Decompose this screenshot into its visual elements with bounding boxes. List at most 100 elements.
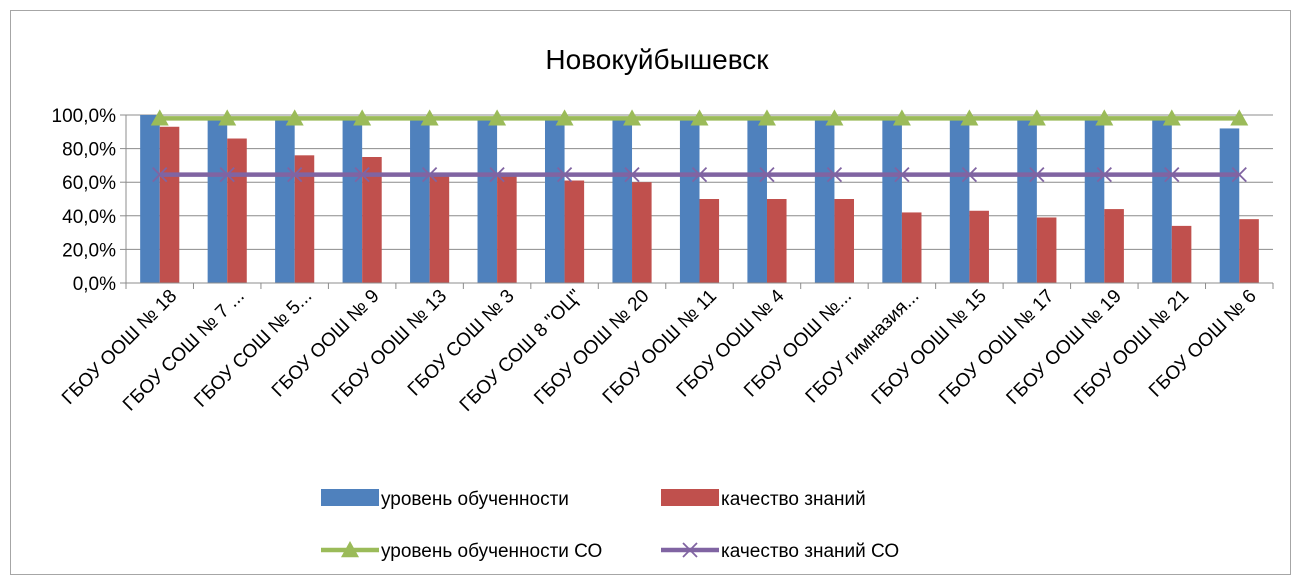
- category-label: ГБОУ гимназия...: [802, 286, 924, 408]
- bars: [140, 115, 1259, 283]
- marker-triangle: [1162, 109, 1181, 126]
- bar-level: [275, 118, 295, 283]
- category-label: ГБОУ ООШ № 21: [1070, 286, 1193, 409]
- marker-triangle: [623, 109, 642, 126]
- marker-triangle: [420, 109, 439, 126]
- category-label: ГБОУ ООШ № 20: [530, 286, 653, 409]
- category-label: ГБОУ ООШ № 17: [935, 286, 1058, 409]
- bar-quality: [159, 126, 180, 283]
- marker-triangle: [960, 109, 979, 126]
- marker-x: [489, 167, 505, 183]
- marker-x: [287, 167, 303, 183]
- category-label: ГБОУ ООШ № 18: [58, 286, 181, 409]
- legend-marker-x: [682, 542, 698, 558]
- chart-svg: Новокуйбышевск 0,0% 20,0% 40,0% 60,0% 80,0% 1…: [52, 44, 1274, 562]
- legend-swatch: [321, 489, 379, 506]
- legend-item: качество знаний СО: [661, 541, 899, 562]
- marker-x: [1029, 167, 1045, 183]
- bar-quality: [564, 180, 585, 283]
- category-label: ГБОУ ООШ № 19: [1003, 286, 1126, 409]
- bar-level: [1219, 128, 1240, 283]
- bar-level: [679, 120, 700, 283]
- marker-triangle: [1095, 109, 1114, 126]
- marker-x: [759, 167, 775, 183]
- category-label: ГБОУ СОШ № 7 ...: [119, 286, 249, 416]
- bar-quality: [227, 138, 247, 283]
- bar-level: [342, 118, 363, 283]
- chart-title: Новокуйбышевск: [545, 44, 769, 75]
- bar-level: [207, 118, 228, 283]
- legend-label: уровень обученности: [381, 489, 569, 510]
- bar-quality: [901, 212, 922, 283]
- legend-item: уровень обученности: [321, 489, 569, 510]
- bar-quality: [1171, 225, 1192, 283]
- marker-triangle: [757, 109, 776, 126]
- legend-item: уровень обученности СО: [321, 541, 602, 562]
- marker-x: [961, 167, 978, 183]
- y-tick-label: 60,0%: [62, 173, 116, 194]
- bar-quality: [632, 182, 652, 283]
- marker-x: [354, 167, 370, 183]
- marker-x: [826, 167, 843, 183]
- marker-triangle: [1230, 109, 1249, 126]
- y-tick-label: 20,0%: [62, 240, 116, 261]
- y-tick-label: 80,0%: [62, 140, 116, 161]
- marker-triangle: [150, 109, 169, 126]
- bar-quality: [294, 155, 315, 283]
- bar-level: [1152, 120, 1172, 283]
- bar-level: [1084, 120, 1105, 283]
- bar-quality: [1104, 209, 1124, 283]
- legend-label: уровень обученности СО: [381, 541, 602, 562]
- marker-triangle: [353, 109, 372, 126]
- y-tick-label: 0,0%: [73, 274, 116, 295]
- marker-x: [219, 167, 235, 183]
- bar-level: [612, 120, 633, 283]
- bar-level: [814, 120, 835, 283]
- marker-triangle: [825, 109, 844, 126]
- bar-quality: [1036, 217, 1057, 283]
- chart-area: Новокуйбышевск 0,0% 20,0% 40,0% 60,0% 80,0% 1…: [10, 10, 1291, 575]
- marker-triangle: [218, 109, 237, 126]
- marker-x: [894, 167, 910, 183]
- marker-x: [624, 167, 640, 183]
- bar-level: [477, 118, 498, 283]
- marker-x: [1231, 167, 1247, 183]
- marker-triangle: [488, 109, 507, 126]
- bar-level: [544, 118, 565, 283]
- marker-triangle: [285, 109, 304, 126]
- bar-level: [140, 115, 160, 283]
- bar-quality: [969, 210, 989, 283]
- legend-label: качество знаний СО: [721, 541, 899, 562]
- bar-quality: [1239, 219, 1259, 283]
- bar-quality: [766, 199, 787, 283]
- legend: уровень обученности качество знаний уровен…: [321, 489, 899, 562]
- marker-x: [556, 167, 573, 183]
- category-label: ГБОУ СОШ 8 "ОЦ": [456, 286, 586, 416]
- marker-x: [691, 167, 708, 183]
- legend-swatch: [661, 489, 719, 506]
- legend-label: качество знаний: [721, 489, 866, 510]
- category-label: ГБОУ ООШ № 15: [868, 286, 991, 409]
- bar-level: [410, 118, 430, 283]
- category-label: ГБОУ ООШ № 13: [328, 286, 451, 409]
- bar-quality: [699, 199, 720, 283]
- bar-quality: [834, 199, 855, 283]
- bar-level: [882, 120, 902, 283]
- bar-level: [1017, 120, 1037, 283]
- bar-level: [949, 120, 970, 283]
- legend-item: качество знаний: [661, 489, 866, 510]
- bar-quality: [429, 173, 450, 283]
- marker-triangle: [892, 109, 911, 126]
- series-lines: [150, 109, 1249, 183]
- y-tick-label: 40,0%: [62, 207, 116, 228]
- marker-x: [421, 167, 438, 183]
- category-label: ГБОУ СОШ № 5...: [190, 286, 316, 412]
- bar-level: [747, 120, 767, 283]
- category-label: ГБОУ ООШ № 11: [599, 286, 721, 408]
- marker-x: [152, 167, 168, 183]
- marker-x: [1096, 167, 1112, 183]
- marker-triangle: [555, 109, 574, 126]
- marker-x: [1164, 167, 1180, 183]
- bar-quality: [362, 157, 382, 283]
- bar-quality: [497, 173, 517, 283]
